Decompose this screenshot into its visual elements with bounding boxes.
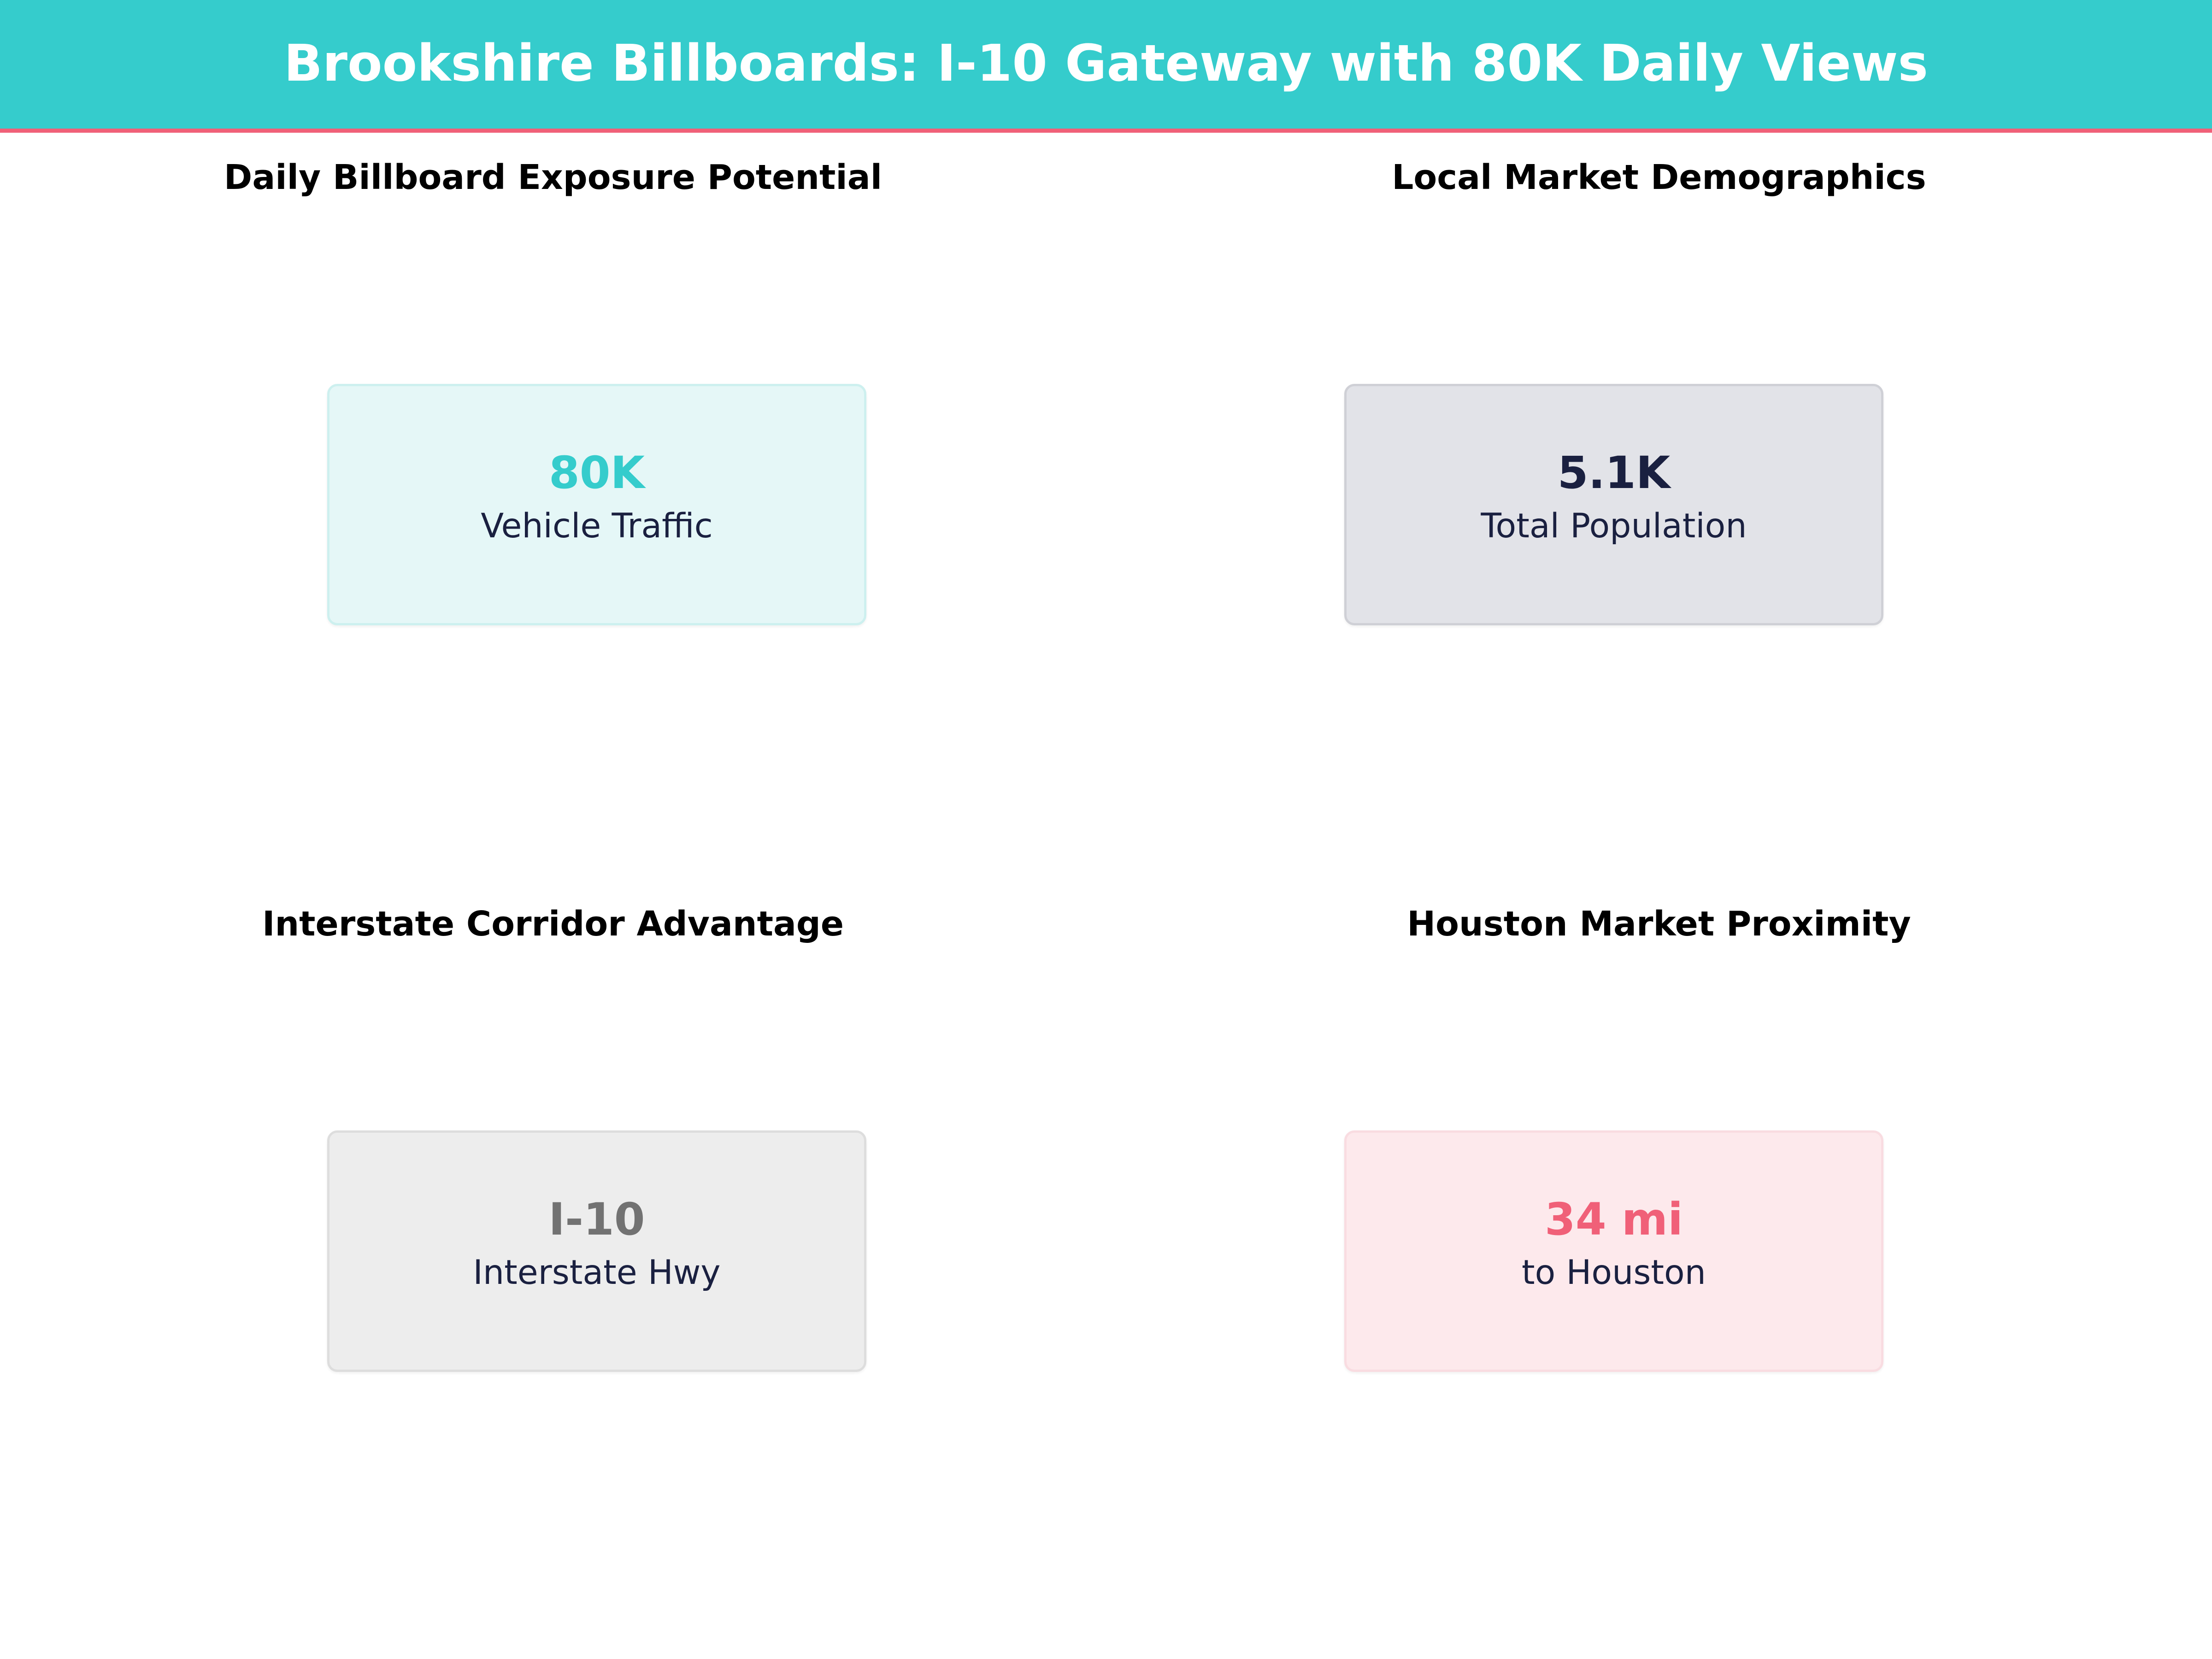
panel-title: Local Market Demographics	[1392, 158, 1926, 197]
kpi-value: 80K	[549, 447, 645, 499]
kpi-card-total-population: 5.1K Total Population	[1344, 384, 1883, 625]
panel-houston-proximity: Houston Market Proximity 34 mi to Housto…	[1106, 747, 2212, 1493]
panel-title: Interstate Corridor Advantage	[262, 904, 844, 944]
kpi-value: 34 mi	[1545, 1194, 1683, 1245]
kpi-card-distance-to-houston: 34 mi to Houston	[1344, 1130, 1883, 1372]
panel-demographics: Local Market Demographics 5.1K Total Pop…	[1106, 0, 2212, 747]
panel-exposure: Daily Billboard Exposure Potential 80K V…	[0, 0, 1106, 747]
kpi-label: Vehicle Traffic	[481, 506, 713, 546]
kpi-label: to Houston	[1522, 1253, 1706, 1292]
kpi-card-interstate-hwy: I-10 Interstate Hwy	[327, 1130, 866, 1372]
page-title: Brookshire Billboards: I-10 Gateway with…	[283, 33, 1929, 93]
header-accent-line	[0, 129, 2212, 133]
kpi-card-vehicle-traffic: 80K Vehicle Traffic	[327, 384, 866, 625]
panel-interstate: Interstate Corridor Advantage I-10 Inter…	[0, 747, 1106, 1493]
panel-title: Daily Billboard Exposure Potential	[224, 158, 882, 197]
kpi-label: Interstate Hwy	[473, 1253, 721, 1292]
panel-title: Houston Market Proximity	[1407, 904, 1911, 944]
kpi-label: Total Population	[1481, 506, 1747, 546]
kpi-value: 5.1K	[1557, 447, 1671, 499]
header-banner: Brookshire Billboards: I-10 Gateway with…	[0, 0, 2212, 129]
kpi-value: I-10	[548, 1194, 645, 1245]
